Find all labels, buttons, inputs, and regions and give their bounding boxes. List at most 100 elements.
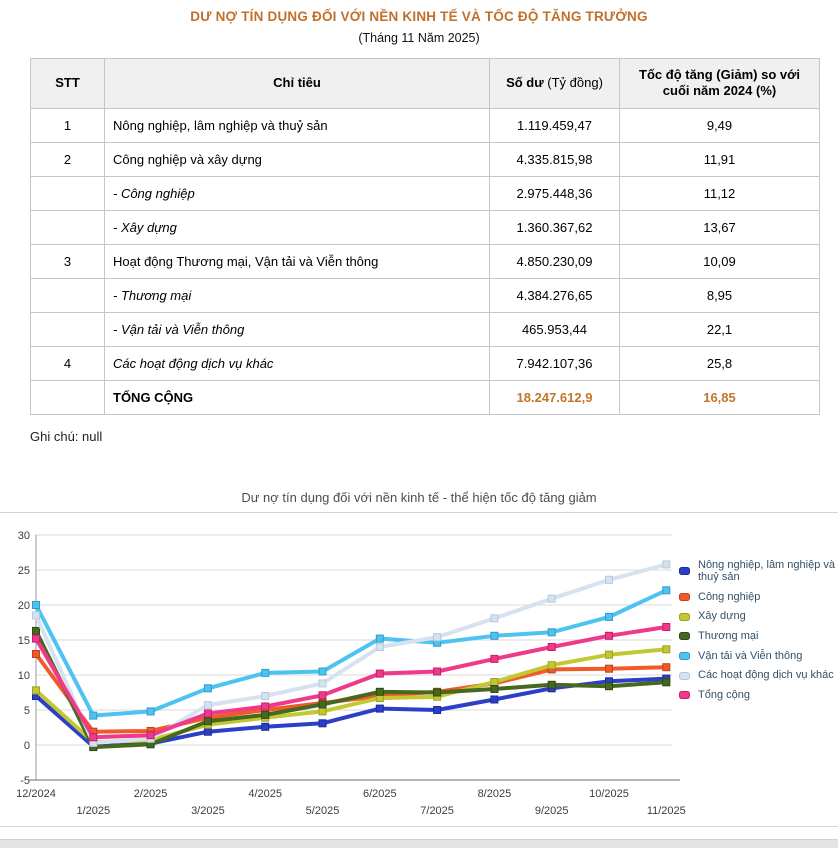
legend-item: Vận tải và Viễn thông xyxy=(679,650,837,663)
legend-marker xyxy=(679,691,690,700)
legend-item: Xây dựng xyxy=(679,610,837,623)
cell-indicator: Hoạt động Thương mại, Vận tải và Viễn th… xyxy=(104,243,490,279)
cell-rate: 10,09 xyxy=(619,243,820,279)
svg-text:11/2025: 11/2025 xyxy=(647,805,686,817)
legend-item: Các hoạt động dịch vụ khác xyxy=(679,669,837,682)
legend-item: Công nghiệp xyxy=(679,591,837,604)
legend-label: Vận tải và Viễn thông xyxy=(698,649,803,662)
cell-indicator: - Vận tải và Viễn thông xyxy=(104,311,490,347)
series-4 xyxy=(32,585,671,720)
table-row: - Vận tải và Viễn thông 465.953,44 22,1 xyxy=(30,311,820,347)
svg-text:9/2025: 9/2025 xyxy=(535,805,569,817)
cell-stt: 1 xyxy=(30,107,105,143)
horizontal-scrollbar[interactable] xyxy=(0,839,838,848)
cell-rate: 8,95 xyxy=(619,277,820,313)
svg-text:25: 25 xyxy=(18,565,30,577)
cell-indicator: - Công nghiệp xyxy=(104,175,490,211)
cell-indicator: - Thương mại xyxy=(104,277,490,313)
cell-balance: 4.850.230,09 xyxy=(489,243,620,279)
table-row: 3 Hoạt động Thương mại, Vận tải và Viễn t… xyxy=(30,243,820,279)
svg-text:5/2025: 5/2025 xyxy=(306,805,340,817)
cell-rate: 9,49 xyxy=(619,107,820,143)
cell-indicator: Nông nghiệp, lâm nghiệp và thuỷ sản xyxy=(104,107,490,143)
note-text: Ghi chú: null xyxy=(30,428,103,444)
cell-stt: 3 xyxy=(30,243,105,279)
cell-stt xyxy=(30,311,105,347)
cell-indicator: TỔNG CỘNG xyxy=(104,379,490,415)
svg-text:10: 10 xyxy=(18,670,30,682)
legend-label: Thương mại xyxy=(698,630,759,643)
page-subtitle: (Tháng 11 Năm 2025) xyxy=(358,31,480,45)
svg-text:4/2025: 4/2025 xyxy=(248,788,282,800)
chart-section: Dư nợ tín dụng đối với nền kinh tế - thể… xyxy=(0,490,838,827)
svg-text:10/2025: 10/2025 xyxy=(589,788,629,800)
svg-text:30: 30 xyxy=(18,530,30,542)
line-chart: 30 25 20 15 10 5 0 -512/2024 1/2025 2/2025 3/2025 4… xyxy=(16,530,686,817)
cell-balance: 465.953,44 xyxy=(489,311,620,347)
svg-text:15: 15 xyxy=(18,635,30,647)
legend-marker xyxy=(679,632,690,641)
legend-label: Tổng cộng xyxy=(698,688,750,701)
x-axis-labels: 12/2024 1/2025 2/2025 3/2025 4/2025 5/2025 6/2… xyxy=(16,788,686,817)
cell-balance: 1.360.367,62 xyxy=(489,209,620,245)
legend-marker xyxy=(679,593,690,602)
svg-text:7/2025: 7/2025 xyxy=(420,805,454,817)
legend-marker xyxy=(679,567,690,576)
cell-stt xyxy=(30,379,105,415)
legend-label: Xây dựng xyxy=(698,610,746,623)
cell-stt: 2 xyxy=(30,141,105,177)
cell-stt: 4 xyxy=(30,345,105,381)
series-5 xyxy=(32,559,671,747)
table-row: 4 Các hoạt động dịch vụ khác 7.942.107,36 2… xyxy=(30,345,820,381)
cell-stt xyxy=(30,175,105,211)
cell-balance: 7.942.107,36 xyxy=(489,345,620,381)
svg-text:6/2025: 6/2025 xyxy=(363,788,397,800)
table-row: 1 Nông nghiệp, lâm nghiệp và thuỷ sản 1.11… xyxy=(30,107,820,143)
cell-rate: 11,12 xyxy=(619,175,820,211)
svg-text:-5: -5 xyxy=(20,775,30,787)
legend-marker xyxy=(679,652,690,661)
table-row: 2 Công nghiệp và xây dựng 4.335.815,98 11,9… xyxy=(30,141,820,177)
series-6 xyxy=(32,622,671,741)
table-row: - Thương mại 4.384.276,65 8,95 xyxy=(30,277,820,313)
chart-canvas: 30 25 20 15 10 5 0 -5 12/2024 1/2025 2/2025 3/2025 4… xyxy=(0,511,838,827)
cell-rate: 22,1 xyxy=(619,311,820,347)
cell-rate: 25,8 xyxy=(619,345,820,381)
svg-text:8/2025: 8/2025 xyxy=(478,788,512,800)
header-stt: STT xyxy=(30,58,105,109)
credit-table: STT Chỉ tiêu Số dư (Tỷ đồng) Tốc độ tăng… xyxy=(30,58,820,415)
svg-text:5: 5 xyxy=(24,705,30,717)
svg-text:1/2025: 1/2025 xyxy=(76,805,110,817)
header-indicator: Chỉ tiêu xyxy=(104,58,490,109)
svg-text:2/2025: 2/2025 xyxy=(134,788,168,800)
series-3 xyxy=(32,626,671,751)
cell-balance: 1.119.459,47 xyxy=(489,107,620,143)
cell-rate: 16,85 xyxy=(619,379,820,415)
cell-balance: 2.975.448,36 xyxy=(489,175,620,211)
legend-item: Thương mại xyxy=(679,630,837,643)
table-row: - Công nghiệp 2.975.448,36 11,12 xyxy=(30,175,820,211)
header-balance-unit: (Tỷ đồng) xyxy=(547,75,603,91)
chart-title: Dư nợ tín dụng đối với nền kinh tế - thể… xyxy=(241,489,597,505)
svg-text:3/2025: 3/2025 xyxy=(191,805,225,817)
legend-item: Nông nghiệp, lâm nghiệp và thuỷ sản xyxy=(679,559,837,584)
legend-marker xyxy=(679,612,690,621)
cell-indicator: Các hoạt động dịch vụ khác xyxy=(104,345,490,381)
legend-marker xyxy=(679,671,690,680)
legend-label: Nông nghiệp, lâm nghiệp và thuỷ sản xyxy=(698,558,835,584)
legend-item: Tổng cộng xyxy=(679,689,837,702)
cell-rate: 11,91 xyxy=(619,141,820,177)
cell-balance: 4.335.815,98 xyxy=(489,141,620,177)
cell-indicator: Công nghiệp và xây dựng xyxy=(104,141,490,177)
table-row: - Xây dựng 1.360.367,62 13,67 xyxy=(30,209,820,245)
legend-label: Công nghiệp xyxy=(698,590,761,603)
chart-legend: Nông nghiệp, lâm nghiệp và thuỷ sản Công … xyxy=(679,559,837,702)
svg-text:20: 20 xyxy=(18,600,30,612)
cell-indicator: - Xây dựng xyxy=(104,209,490,245)
cell-stt xyxy=(30,277,105,313)
header-rate: Tốc độ tăng (Giảm) so với cuối năm 2024 … xyxy=(619,58,820,109)
cell-balance: 18.247.612,9 xyxy=(489,379,620,415)
credit-table-header: STT Chỉ tiêu Số dư (Tỷ đồng) Tốc độ tăng… xyxy=(30,58,820,109)
svg-text:12/2024: 12/2024 xyxy=(16,788,56,800)
svg-text:0: 0 xyxy=(24,740,30,752)
